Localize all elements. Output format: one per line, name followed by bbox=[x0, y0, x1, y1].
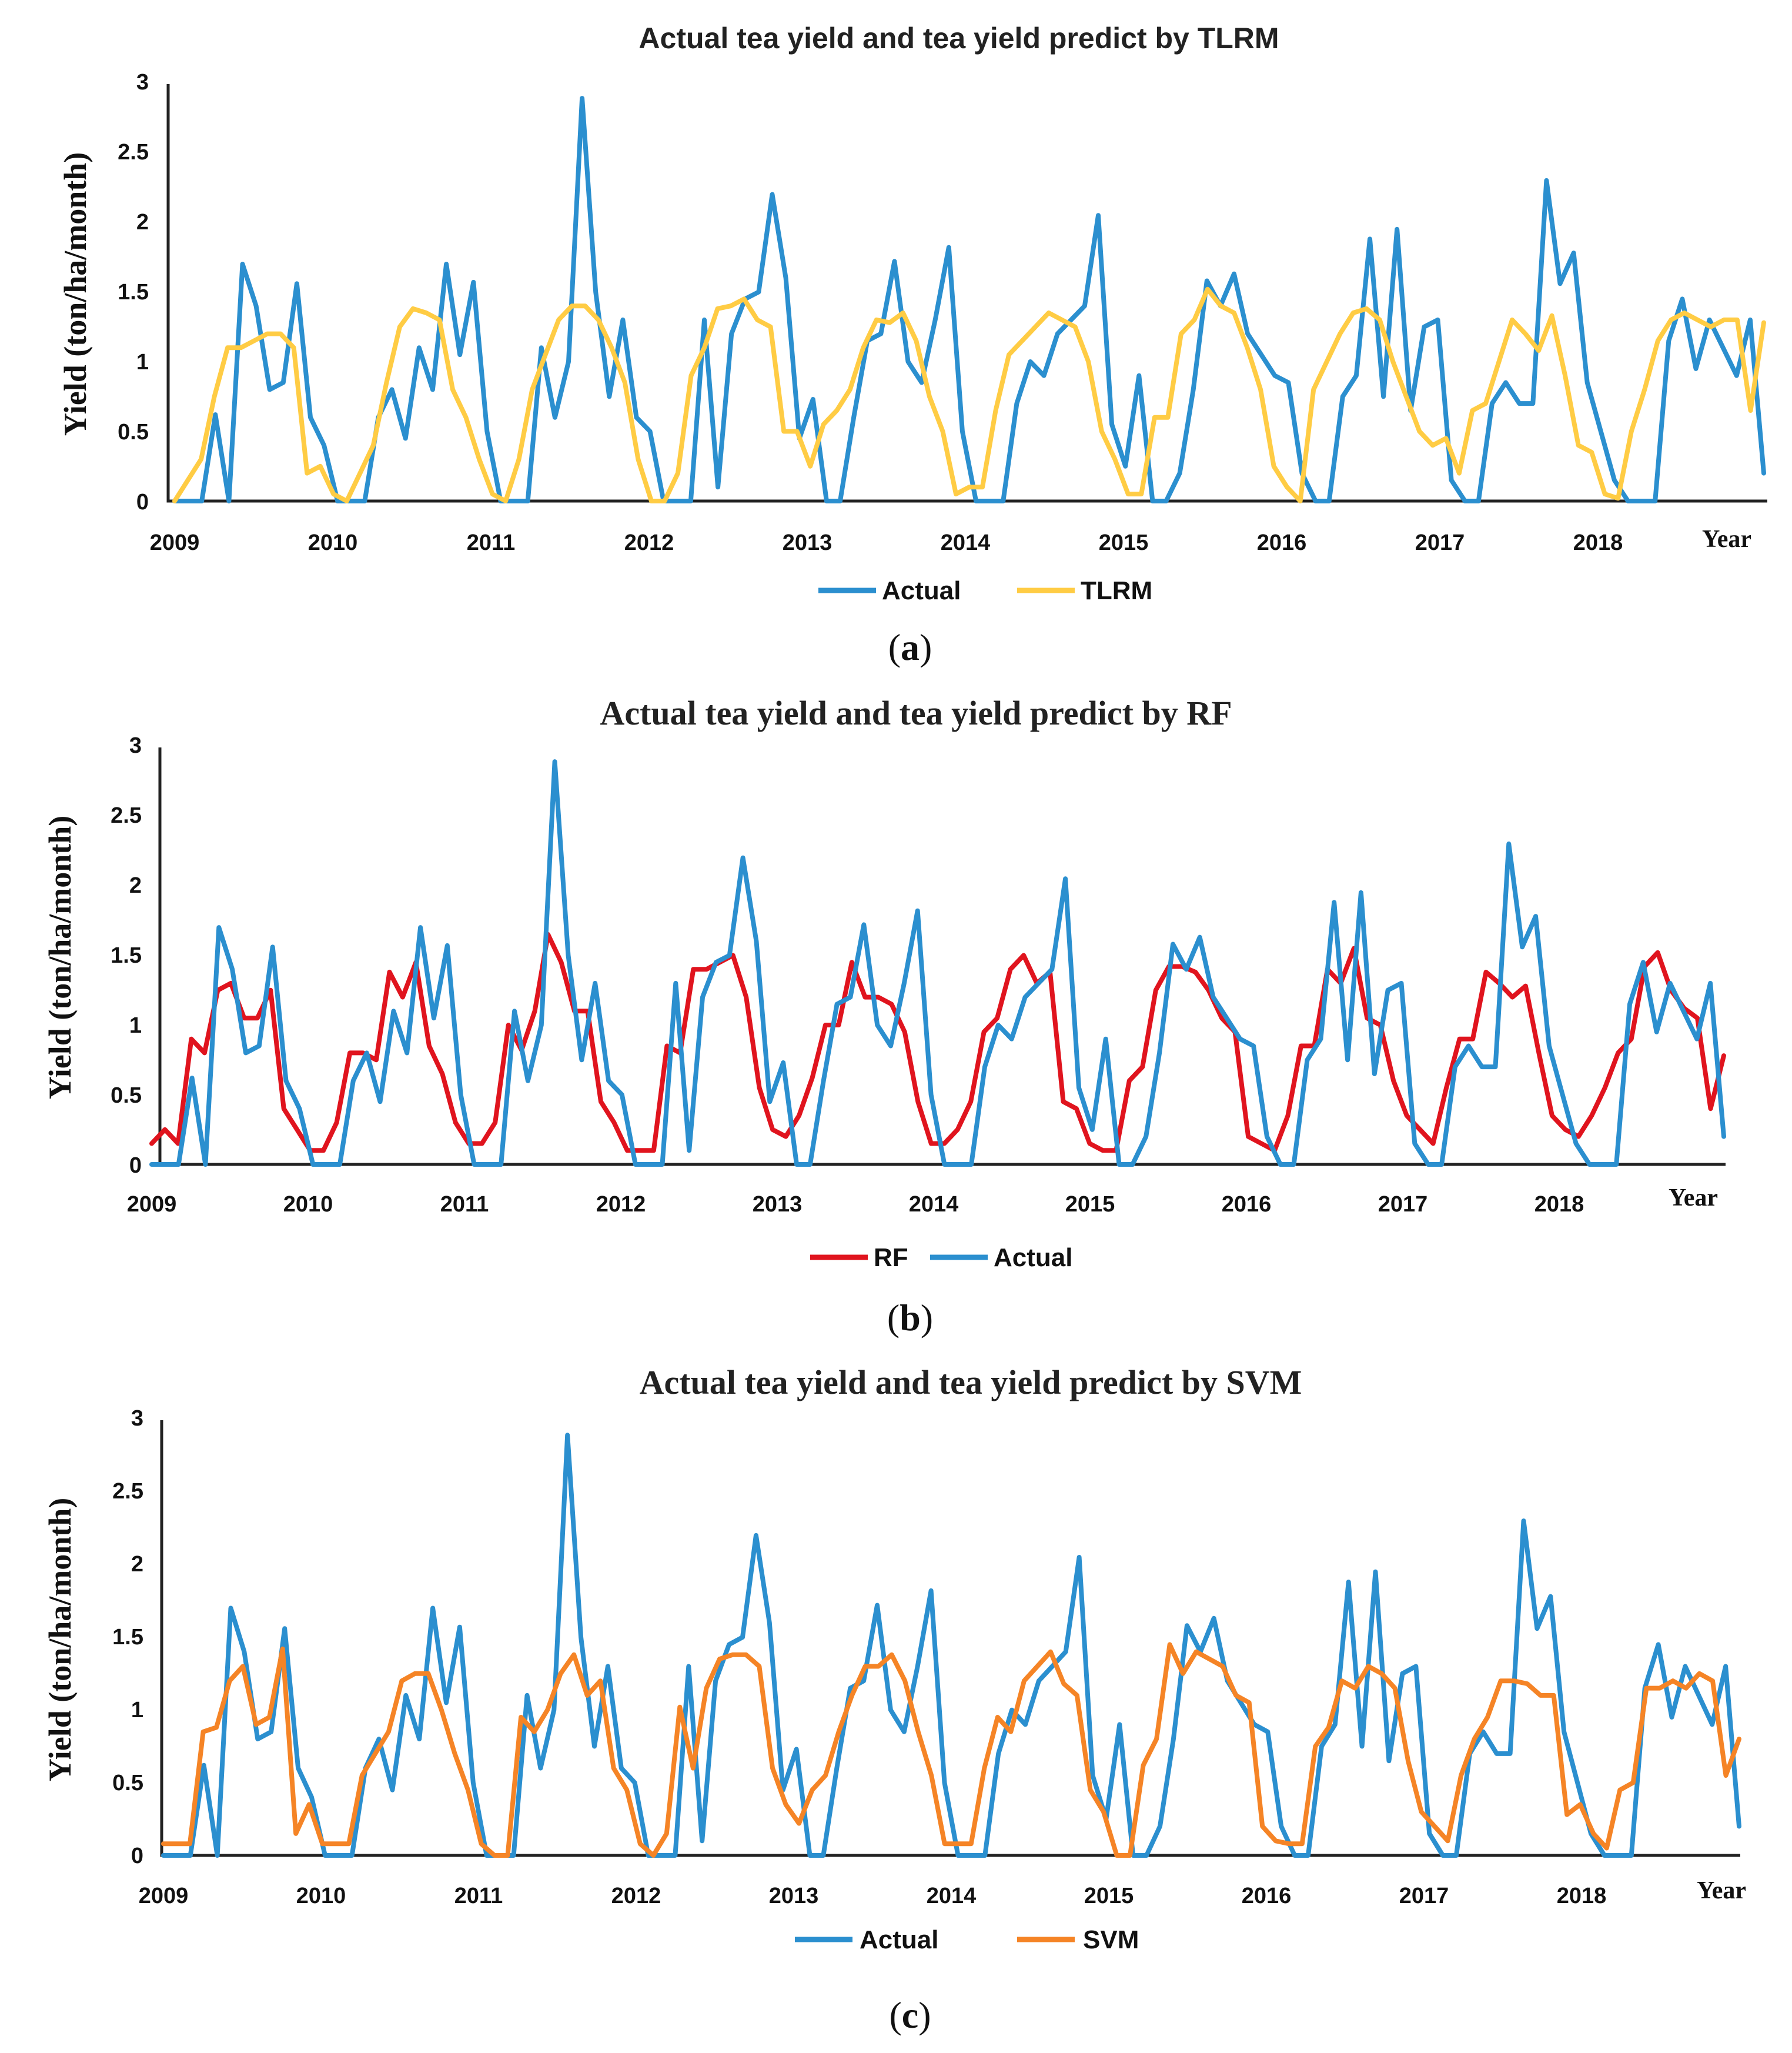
panel-b-xtick: 2011 bbox=[440, 1192, 489, 1217]
panel-c-xtick: 2012 bbox=[611, 1884, 661, 1908]
panel-a-yticks: 0 0.5 1 1.5 2 2.5 3 bbox=[118, 70, 149, 515]
panel-c-xtick: 2014 bbox=[927, 1884, 977, 1908]
panel-c-xtick: 2017 bbox=[1399, 1884, 1449, 1908]
panel-b-caption: (b) bbox=[887, 1297, 933, 1338]
panel-a-xtick: 2018 bbox=[1573, 530, 1623, 555]
panel-b-x-unit: Year bbox=[1669, 1184, 1718, 1211]
panel-a-ytick: 1 bbox=[136, 350, 149, 375]
panel-b-xtick: 2016 bbox=[1222, 1192, 1272, 1217]
panel-b-xtick: 2017 bbox=[1378, 1192, 1428, 1217]
panel-a-ytick: 2 bbox=[136, 210, 149, 235]
panel-c-ytick: 0.5 bbox=[112, 1771, 143, 1795]
panel-b-xticks: 2009 2010 2011 2012 2013 2014 2015 2016 … bbox=[127, 1192, 1584, 1217]
panel-b-xtick: 2013 bbox=[753, 1192, 803, 1217]
panel-c-ytick: 3 bbox=[131, 1406, 143, 1431]
panel-a-ytick: 0.5 bbox=[118, 420, 149, 445]
panel-b-legend: RF Actual bbox=[810, 1243, 1072, 1272]
legend-label: Actual bbox=[882, 576, 961, 605]
panel-c-ylabel: Yield (ton/ha/month) bbox=[42, 1498, 78, 1782]
panel-b-ylabel: Yield (ton/ha/month) bbox=[42, 816, 78, 1100]
panel-b-ytick: 1.5 bbox=[111, 943, 142, 968]
series-line-svm bbox=[161, 1642, 1741, 1858]
panel-a-xtick: 2009 bbox=[150, 530, 200, 555]
panel-c-legend: Actual SVM bbox=[795, 1925, 1139, 1954]
panel-c-ytick: 0 bbox=[131, 1844, 143, 1868]
panel-a-plot bbox=[172, 96, 1766, 503]
panel-c-plot bbox=[161, 1433, 1741, 1858]
panel-a-axes bbox=[166, 84, 1767, 503]
panel-b-plot bbox=[149, 759, 1726, 1167]
panel-b-ytick: 2 bbox=[129, 873, 142, 898]
legend-label: TLRM bbox=[1081, 576, 1152, 605]
panel-b-yticks: 0 0.5 1 1.5 2 2.5 3 bbox=[111, 733, 142, 1178]
panel-a-xtick: 2012 bbox=[624, 530, 674, 555]
panel-c-xtick: 2009 bbox=[139, 1884, 189, 1908]
panel-a-ytick: 1.5 bbox=[118, 280, 149, 305]
panel-a-xtick: 2015 bbox=[1099, 530, 1149, 555]
panel-a-xticks: 2009 2010 2011 2012 2013 2014 2015 2016 … bbox=[150, 530, 1623, 555]
panel-a-xtick: 2014 bbox=[941, 530, 991, 555]
panel-b-xtick: 2010 bbox=[283, 1192, 333, 1217]
series-line-actual bbox=[161, 1433, 1741, 1858]
panel-b-xtick: 2012 bbox=[596, 1192, 646, 1217]
panel-a-xtick: 2010 bbox=[308, 530, 358, 555]
panel-c-ytick: 2.5 bbox=[112, 1479, 143, 1504]
panel-c: Actual tea yield and tea yield predict b… bbox=[42, 1363, 1746, 2036]
panel-c-ytick: 2 bbox=[131, 1552, 143, 1577]
series-line-actual bbox=[172, 96, 1766, 503]
panel-b-xtick: 2014 bbox=[909, 1192, 959, 1217]
panel-c-ytick: 1.5 bbox=[112, 1625, 143, 1650]
series-line-rf bbox=[149, 932, 1726, 1153]
panel-c-title: Actual tea yield and tea yield predict b… bbox=[640, 1363, 1302, 1401]
panel-b: Actual tea yield and tea yield predict b… bbox=[42, 694, 1726, 1338]
panel-c-xtick: 2015 bbox=[1084, 1884, 1134, 1908]
legend-label: Actual bbox=[994, 1243, 1072, 1272]
panel-a-xtick: 2017 bbox=[1415, 530, 1465, 555]
panel-b-ytick: 3 bbox=[129, 733, 142, 758]
panel-c-xtick: 2018 bbox=[1557, 1884, 1607, 1908]
panel-b-ytick: 1 bbox=[129, 1013, 142, 1038]
panel-c-x-unit: Year bbox=[1697, 1877, 1746, 1904]
panel-b-xtick: 2009 bbox=[127, 1192, 177, 1217]
legend-label: SVM bbox=[1083, 1925, 1139, 1954]
legend-label: Actual bbox=[860, 1925, 938, 1954]
panel-a-x-unit: Year bbox=[1702, 526, 1751, 553]
panel-c-xticks: 2009 2010 2011 2012 2013 2014 2015 2016 … bbox=[139, 1884, 1607, 1908]
panel-c-yticks: 0 0.5 1 1.5 2 2.5 3 bbox=[112, 1406, 143, 1868]
panel-a-caption: (a) bbox=[888, 626, 932, 668]
panel-b-title: Actual tea yield and tea yield predict b… bbox=[600, 694, 1232, 732]
panel-b-axes bbox=[158, 747, 1726, 1166]
panel-b-ytick: 0 bbox=[129, 1153, 142, 1178]
panel-a-xtick: 2013 bbox=[783, 530, 833, 555]
panel-a: Actual tea yield and tea yield predict b… bbox=[58, 22, 1767, 668]
panel-a-ytick: 3 bbox=[136, 70, 149, 95]
legend-label: RF bbox=[874, 1243, 908, 1272]
series-line-tlrm bbox=[172, 286, 1766, 503]
panel-a-legend: Actual TLRM bbox=[818, 576, 1152, 605]
panel-a-title: Actual tea yield and tea yield predict b… bbox=[638, 22, 1279, 55]
panel-c-xtick: 2011 bbox=[454, 1884, 503, 1908]
panel-c-caption: (c) bbox=[889, 1994, 931, 2036]
series-line-actual bbox=[149, 759, 1726, 1167]
panel-a-xtick: 2011 bbox=[467, 530, 515, 555]
panel-a-ytick: 0 bbox=[136, 490, 149, 515]
panel-c-xtick: 2010 bbox=[296, 1884, 346, 1908]
panel-c-ytick: 1 bbox=[131, 1698, 143, 1722]
panel-c-axes bbox=[160, 1420, 1740, 1857]
panel-c-xtick: 2016 bbox=[1242, 1884, 1292, 1908]
panel-b-xtick: 2018 bbox=[1534, 1192, 1584, 1217]
panel-b-xtick: 2015 bbox=[1065, 1192, 1115, 1217]
panel-c-xtick: 2013 bbox=[769, 1884, 819, 1908]
panel-b-ytick: 0.5 bbox=[111, 1083, 142, 1108]
panel-b-ytick: 2.5 bbox=[111, 803, 142, 828]
panel-a-ytick: 2.5 bbox=[118, 140, 149, 165]
panel-a-xtick: 2016 bbox=[1257, 530, 1307, 555]
panel-a-ylabel: Yield (ton/ha/month) bbox=[58, 152, 93, 436]
